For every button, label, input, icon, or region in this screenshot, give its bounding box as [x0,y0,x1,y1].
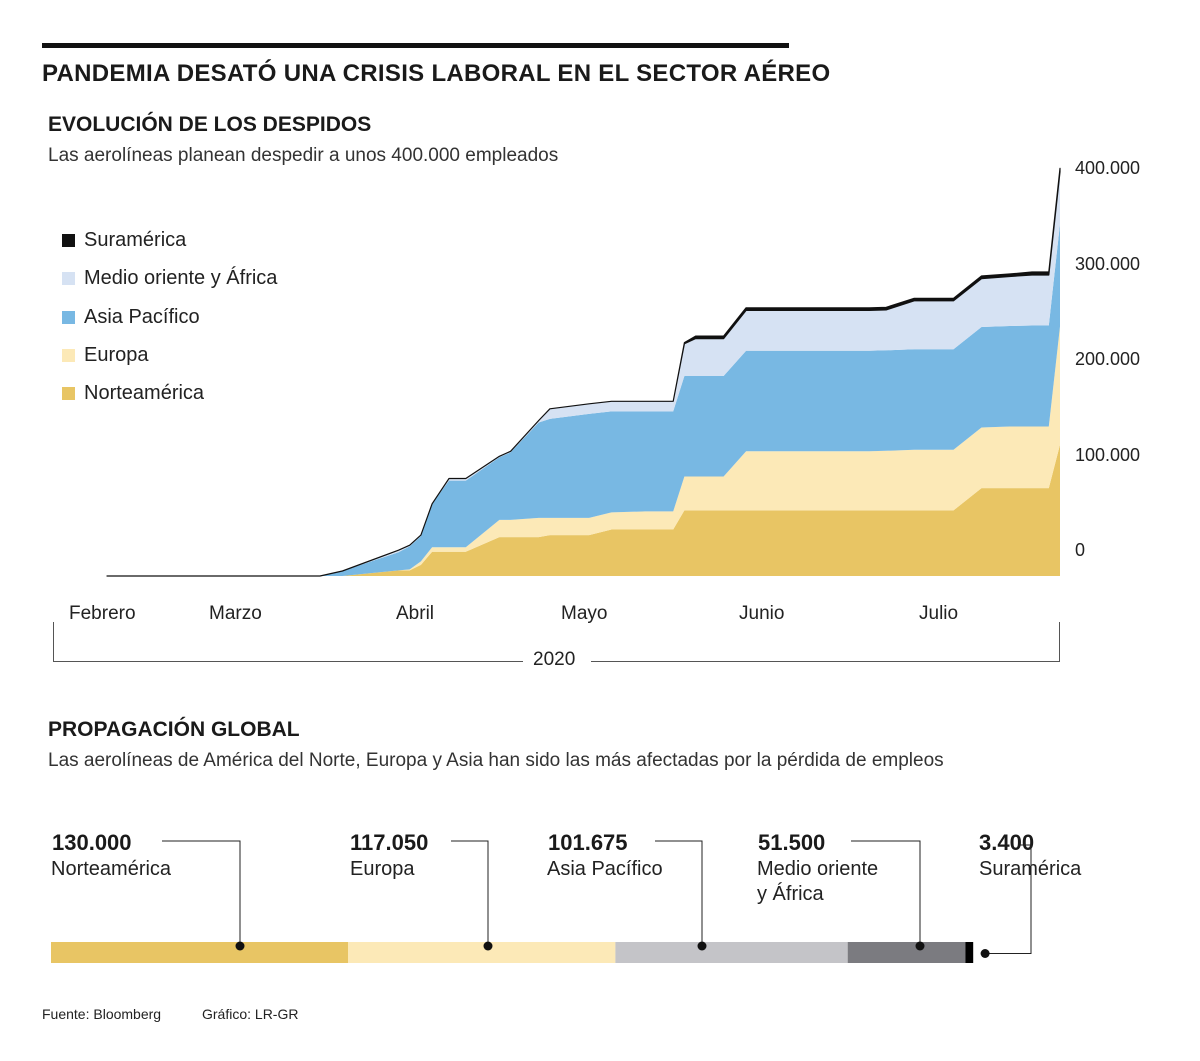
bar-value-asia-pacifico: 101.675 [548,830,628,855]
leader-dot-asia-pacífico [697,941,707,951]
global-distribution-bar [51,840,1032,963]
x-tick-junio: Junio [739,603,785,624]
bar-label-suramerica: Suramérica [979,858,1082,880]
legend-label-suramerica: Suramérica [84,229,187,251]
bar-label-medio-oriente-line2: y África [757,883,824,905]
leader-line-suramérica [985,844,1032,954]
x-tick-mayo: Mayo [561,603,608,624]
area-series-suramérica [106,167,1061,577]
leader-dot-europa [483,941,493,951]
x-tick-marzo: Marzo [209,603,262,624]
legend-item-asia-pacifico: Asia Pacífico [62,306,200,329]
legend-item-norteamerica: Norteamérica [62,382,204,405]
section-subtitle-evolution: Las aerolíneas planean despedir a unos 4… [48,145,559,166]
legend-swatch-norteamerica [62,387,75,400]
year-label: 2020 [533,649,576,670]
y-tick-0: 0 [1075,540,1086,560]
x-tick-abril: Abril [396,603,435,624]
year-bracket-right [1059,622,1060,662]
bar-value-norteamerica: 130.000 [52,830,132,855]
legend-swatch-medio-oriente [62,272,75,285]
legend-label-medio-oriente: Medio oriente y África [84,267,278,289]
area-series-europa [107,326,1060,576]
legend-item-suramerica: Suramérica [62,229,186,252]
y-tick-100000: 100.000 [1075,445,1141,465]
section-title-evolution: EVOLUCIÓN DE LOS DESPIDOS [48,113,372,136]
bar-segment-medio-oriente-y-áfrica [847,942,966,963]
leader-dot-medio-oriente-y-áfrica [915,941,925,951]
legend-swatch-suramerica [62,234,75,247]
legend-item-medio-oriente: Medio oriente y África [62,267,277,290]
year-bracket-line-left [53,661,523,662]
section-subtitle-global: Las aerolíneas de América del Norte, Eur… [48,750,944,771]
area-series-asia-pacífico [107,223,1060,577]
y-tick-200000: 200.000 [1075,349,1141,369]
legend-swatch-asia-pacifico [62,311,75,324]
section-title-global: PROPAGACIÓN GLOBAL [48,718,300,741]
top-rule [42,43,789,48]
bar-segment-norteamérica [51,942,348,963]
leader-dot-norteamérica [235,941,245,951]
bar-label-europa: Europa [350,858,415,880]
area-series-norteamérica [107,444,1060,576]
year-bracket-left [53,622,54,662]
bar-segment-asia-pacífico [615,942,848,963]
legend-label-asia-pacifico: Asia Pacífico [84,306,200,328]
bar-value-medio-oriente: 51.500 [758,830,826,855]
legend-label-norteamerica: Norteamérica [84,382,205,404]
bar-value-suramerica: 3.400 [979,830,1035,855]
legend-item-europa: Europa [62,344,149,367]
bar-value-europa: 117.050 [350,830,429,855]
leader-dot-suramérica [980,949,990,958]
bar-segment-suramérica [965,942,974,963]
legend-label-europa: Europa [84,344,149,366]
year-bracket-line-right [591,661,1060,662]
source-note: Fuente: Bloomberg [42,1006,162,1022]
bar-label-medio-oriente-line1: Medio oriente [757,858,879,880]
main-title: PANDEMIA DESATÓ UNA CRISIS LABORAL EN EL… [42,60,831,87]
leader-line-asia-pacífico [655,840,703,947]
leader-line-medio-oriente-y-áfrica [851,840,921,947]
y-tick-300000: 300.000 [1075,254,1141,274]
y-tick-400000: 400.000 [1075,158,1141,178]
x-tick-febrero: Febrero [69,603,136,624]
layoffs-area-chart [106,167,1061,577]
x-tick-julio: Julio [919,603,959,624]
credit-note: Gráfico: LR-GR [202,1006,299,1022]
legend-swatch-europa [62,349,75,362]
bar-segment-europa [348,942,616,963]
leader-line-europa [451,840,489,947]
bar-label-norteamerica: Norteamérica [51,858,172,880]
bar-label-asia-pacifico: Asia Pacífico [547,858,663,880]
leader-line-norteamérica [162,840,241,947]
